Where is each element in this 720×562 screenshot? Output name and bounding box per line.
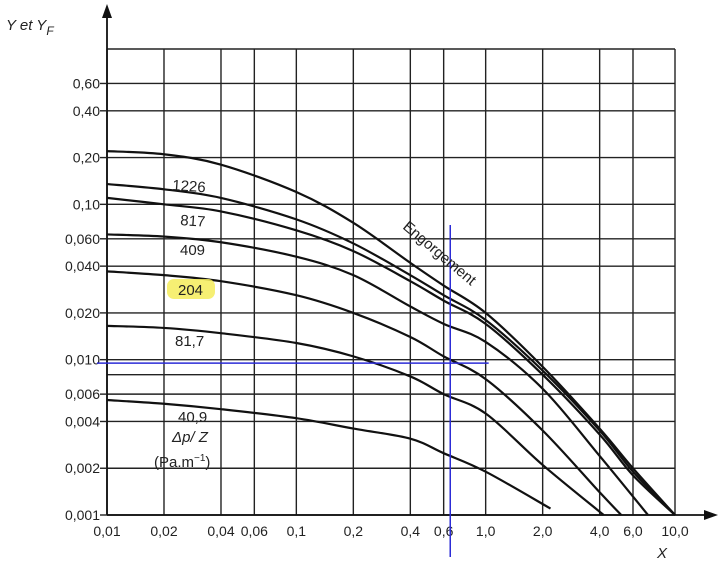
x-tick-label: 2,0 xyxy=(533,523,553,539)
x-tick-label: 0,6 xyxy=(434,523,454,539)
x-tick-label: 0,2 xyxy=(344,523,364,539)
y-tick-label: 0,004 xyxy=(65,413,100,429)
y-tick-label: 0,10 xyxy=(73,196,100,212)
y-axis-label: Y et YF xyxy=(6,17,54,38)
axes xyxy=(102,4,718,520)
series-line-engorgement xyxy=(106,150,676,516)
series-line-40-9 xyxy=(106,398,552,510)
x-axis-arrow xyxy=(704,510,718,520)
y-tick-label: 0,010 xyxy=(65,352,100,368)
x-tick-label: 0,4 xyxy=(401,523,421,539)
y-tick-label: 0,040 xyxy=(65,258,100,274)
y-tick-label: 0,001 xyxy=(65,507,100,523)
reading-lines xyxy=(97,225,489,557)
x-tick-label: 6,0 xyxy=(623,523,643,539)
y-tick-label: 0,006 xyxy=(65,386,100,402)
curve-label-204: 204 xyxy=(178,282,203,299)
engorgement-label: Engorgement xyxy=(399,218,480,289)
series-line-817 xyxy=(106,196,676,516)
x-tick-label: 0,02 xyxy=(150,523,177,539)
curve-label-81-7: 81,7 xyxy=(175,333,204,350)
y-tick-label: 0,20 xyxy=(73,150,100,166)
y-tick-label: 0,002 xyxy=(65,460,100,476)
x-tick-label: 4,0 xyxy=(590,523,610,539)
x-axis-label: X xyxy=(656,545,668,562)
series-line-1226 xyxy=(106,182,676,516)
unit-label: (Pa.m−1) xyxy=(154,453,210,471)
param-label: Δp/ Z xyxy=(171,429,209,446)
series-line-81-7 xyxy=(106,324,605,516)
x-tick-label: 0,1 xyxy=(287,523,307,539)
y-tick-label: 0,060 xyxy=(65,231,100,247)
tick-labels: 0,01 0,02 0,04 0,06 0,1 0,2 0,4 0,6 1,0 2,0 4,0 6,0… xyxy=(65,75,689,539)
y-tick-label: 0,40 xyxy=(73,103,100,119)
curve-label-1226: 1226 xyxy=(172,177,206,196)
curve-label-409: 409 xyxy=(180,242,205,259)
highlight-204 xyxy=(167,279,215,299)
x-tick-label: 1,0 xyxy=(476,523,496,539)
y-tick-label: 0,020 xyxy=(65,305,100,321)
curve-label-40-9: 40,9 xyxy=(178,409,207,426)
x-tick-label: 0,04 xyxy=(207,523,234,539)
series-line-204 xyxy=(106,270,623,516)
x-tick-label: 0,01 xyxy=(93,523,120,539)
series-line-409 xyxy=(106,233,649,516)
curve-label-817: 817 xyxy=(180,212,206,231)
x-tick-label: 0,06 xyxy=(241,523,268,539)
y-axis-arrow xyxy=(102,4,112,18)
x-tick-label: 10,0 xyxy=(661,523,688,539)
y-tick-label: 0,60 xyxy=(73,75,100,91)
